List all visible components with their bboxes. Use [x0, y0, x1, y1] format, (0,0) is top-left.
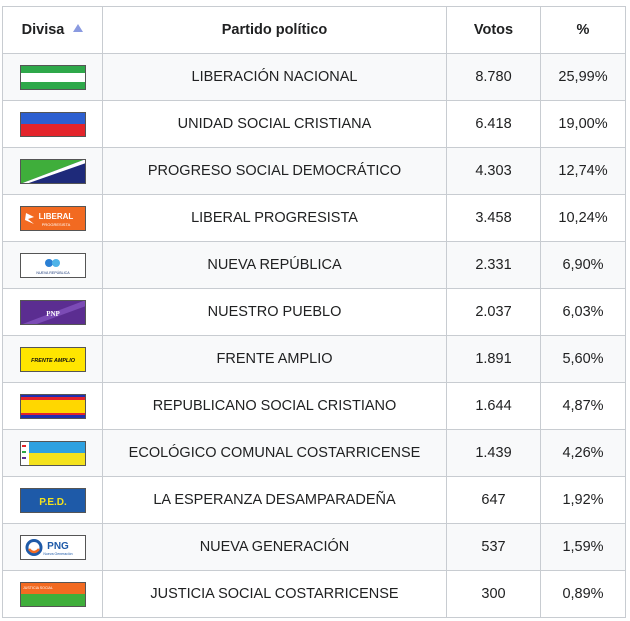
table-row: UNIDAD SOCIAL CRISTIANA 6.418 19,00% — [2, 100, 626, 148]
partido-cell: LIBERACIÓN NACIONAL — [102, 53, 447, 101]
table-row: ECOLÓGICO COMUNAL COSTARRICENSE 1.439 4,… — [2, 429, 626, 477]
divisa-cell: P.E.D. — [2, 476, 103, 524]
divisa-cell: LIBERAL PROGRESISTA — [2, 194, 103, 242]
header-votos[interactable]: Votos — [446, 6, 541, 54]
divisa-cell — [2, 429, 103, 477]
votos-cell: 3.458 — [446, 194, 541, 242]
table-row: JUSTICIA SOCIAL JUSTICIA SOCIAL COSTARRI… — [2, 570, 626, 618]
divisa-cell: JUSTICIA SOCIAL — [2, 570, 103, 618]
votos-cell: 300 — [446, 570, 541, 618]
pct-cell: 25,99% — [540, 53, 626, 101]
votos-cell: 1.891 — [446, 335, 541, 383]
pct-cell: 5,60% — [540, 335, 626, 383]
pct-cell: 4,87% — [540, 382, 626, 430]
png-flag-icon: PNG Nueva Generación — [19, 534, 86, 560]
votos-cell: 537 — [446, 523, 541, 571]
divisa-cell: FRENTE AMPLIO — [2, 335, 103, 383]
divisa-cell: NUEVA REPÚBLICA — [2, 241, 103, 289]
pct-cell: 0,89% — [540, 570, 626, 618]
fa-flag-icon: FRENTE AMPLIO — [19, 346, 86, 372]
partido-cell: PROGRESO SOCIAL DEMOCRÁTICO — [102, 147, 447, 195]
pnr-flag-text: NUEVA REPÚBLICA — [36, 270, 70, 275]
divisa-cell — [2, 382, 103, 430]
pusc-flag-icon — [19, 111, 86, 137]
pnp-flag-text: PNP — [46, 310, 60, 318]
pct-cell: 12,74% — [540, 147, 626, 195]
partido-cell: NUESTRO PUEBLO — [102, 288, 447, 336]
table-row: LIBERAL PROGRESISTA LIBERAL PROGRESISTA 3… — [2, 194, 626, 242]
header-pct[interactable]: % — [540, 6, 626, 54]
table-row: REPUBLICANO SOCIAL CRISTIANO 1.644 4,87% — [2, 382, 626, 430]
pct-cell: 1,59% — [540, 523, 626, 571]
pct-cell: 6,03% — [540, 288, 626, 336]
pnr-flag-icon: NUEVA REPÚBLICA — [19, 252, 86, 278]
pct-cell: 4,26% — [540, 429, 626, 477]
election-results-table: Divisa Partido político Votos % LIBERACI… — [2, 6, 626, 618]
pct-cell: 19,00% — [540, 100, 626, 148]
divisa-cell: PNP — [2, 288, 103, 336]
table-row: FRENTE AMPLIO FRENTE AMPLIO 1.891 5,60% — [2, 335, 626, 383]
divisa-cell — [2, 100, 103, 148]
partido-cell: LA ESPERANZA DESAMPARADEÑA — [102, 476, 447, 524]
header-partido-label: Partido político — [221, 22, 328, 38]
partido-cell: UNIDAD SOCIAL CRISTIANA — [102, 100, 447, 148]
votos-cell: 6.418 — [446, 100, 541, 148]
partido-cell: NUEVA REPÚBLICA — [102, 241, 447, 289]
pjsc-flag-text: JUSTICIA SOCIAL — [23, 586, 53, 590]
votos-cell: 2.331 — [446, 241, 541, 289]
ped-flag-icon: P.E.D. — [19, 487, 86, 513]
partido-cell: NUEVA GENERACIÓN — [102, 523, 447, 571]
votos-cell: 1.439 — [446, 429, 541, 477]
header-pct-label: % — [576, 22, 590, 38]
partido-cell: JUSTICIA SOCIAL COSTARRICENSE — [102, 570, 447, 618]
pln-flag-icon — [19, 64, 86, 90]
partido-cell: LIBERAL PROGRESISTA — [102, 194, 447, 242]
pct-cell: 10,24% — [540, 194, 626, 242]
header-divisa-label: Divisa — [21, 22, 65, 38]
pjsc-flag-icon: JUSTICIA SOCIAL — [19, 581, 86, 607]
table-row: LIBERACIÓN NACIONAL 8.780 25,99% — [2, 53, 626, 101]
header-row: Divisa Partido político Votos % — [2, 6, 626, 54]
table-row: PNG Nueva Generación NUEVA GENERACIÓN 537… — [2, 523, 626, 571]
partido-cell: FRENTE AMPLIO — [102, 335, 447, 383]
pnp-flag-icon: PNP — [19, 299, 86, 325]
pct-cell: 1,92% — [540, 476, 626, 524]
table-row: P.E.D. LA ESPERANZA DESAMPARADEÑA 647 1,… — [2, 476, 626, 524]
fa-flag-text: FRENTE AMPLIO — [31, 358, 76, 364]
ped-flag-text: P.E.D. — [39, 497, 67, 508]
header-votos-label: Votos — [473, 22, 514, 38]
table-row: PNP NUESTRO PUEBLO 2.037 6,03% — [2, 288, 626, 336]
votos-cell: 2.037 — [446, 288, 541, 336]
divisa-cell — [2, 147, 103, 195]
divisa-cell: PNG Nueva Generación — [2, 523, 103, 571]
table-row: NUEVA REPÚBLICA NUEVA REPÚBLICA 2.331 6,… — [2, 241, 626, 289]
sort-ascending-icon[interactable] — [73, 24, 84, 32]
votos-cell: 4.303 — [446, 147, 541, 195]
plp-flag-icon: LIBERAL PROGRESISTA — [19, 205, 86, 231]
header-partido[interactable]: Partido político — [102, 6, 447, 54]
votos-cell: 647 — [446, 476, 541, 524]
plp-flag-subtext: PROGRESISTA — [41, 222, 70, 227]
votos-cell: 1.644 — [446, 382, 541, 430]
divisa-cell — [2, 53, 103, 101]
pct-cell: 6,90% — [540, 241, 626, 289]
plp-flag-text: LIBERAL — [38, 212, 73, 221]
pecc-flag-icon — [19, 440, 86, 466]
header-divisa[interactable]: Divisa — [2, 6, 103, 54]
votos-cell: 8.780 — [446, 53, 541, 101]
prsc-flag-icon — [19, 393, 86, 419]
png-flag-subtext: Nueva Generación — [43, 552, 72, 556]
partido-cell: REPUBLICANO SOCIAL CRISTIANO — [102, 382, 447, 430]
psd-flag-icon — [19, 158, 86, 184]
partido-cell: ECOLÓGICO COMUNAL COSTARRICENSE — [102, 429, 447, 477]
table-row: PROGRESO SOCIAL DEMOCRÁTICO 4.303 12,74% — [2, 147, 626, 195]
png-flag-text: PNG — [47, 541, 69, 552]
